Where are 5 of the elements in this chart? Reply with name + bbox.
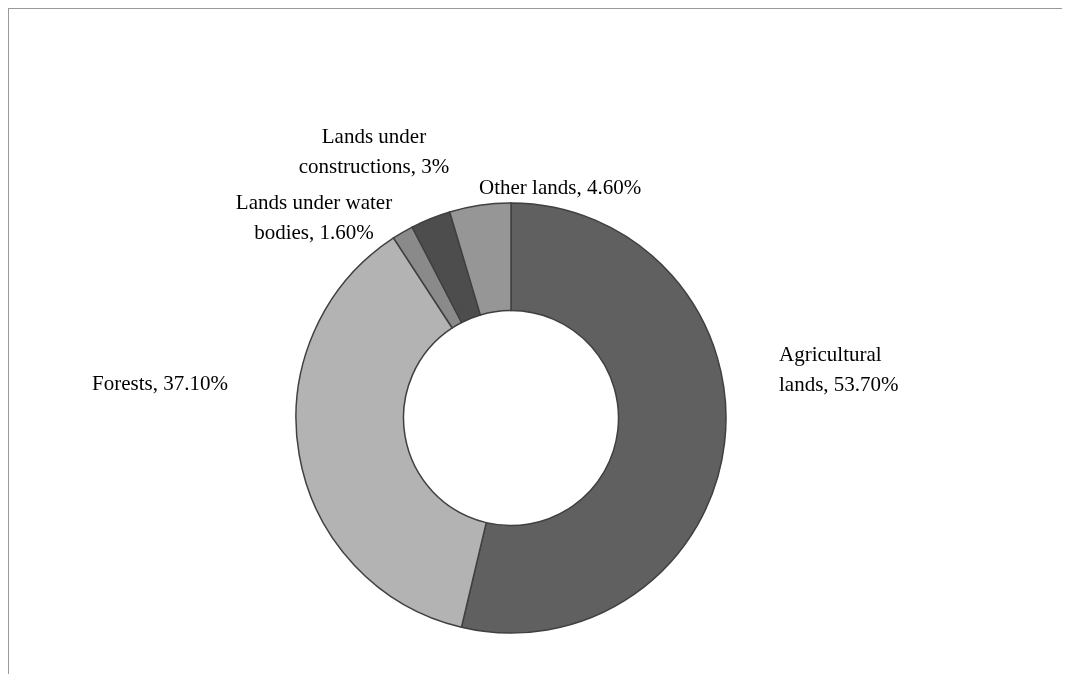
- slice-label: Lands under water bodies, 1.60%: [235, 190, 393, 244]
- slice-label: Forests, 37.10%: [92, 371, 228, 395]
- slice-label: Other lands, 4.60%: [479, 175, 642, 199]
- slice-label: Lands under constructions, 3%: [298, 124, 450, 178]
- slice-label: Agricultural lands, 53.70%: [779, 342, 899, 396]
